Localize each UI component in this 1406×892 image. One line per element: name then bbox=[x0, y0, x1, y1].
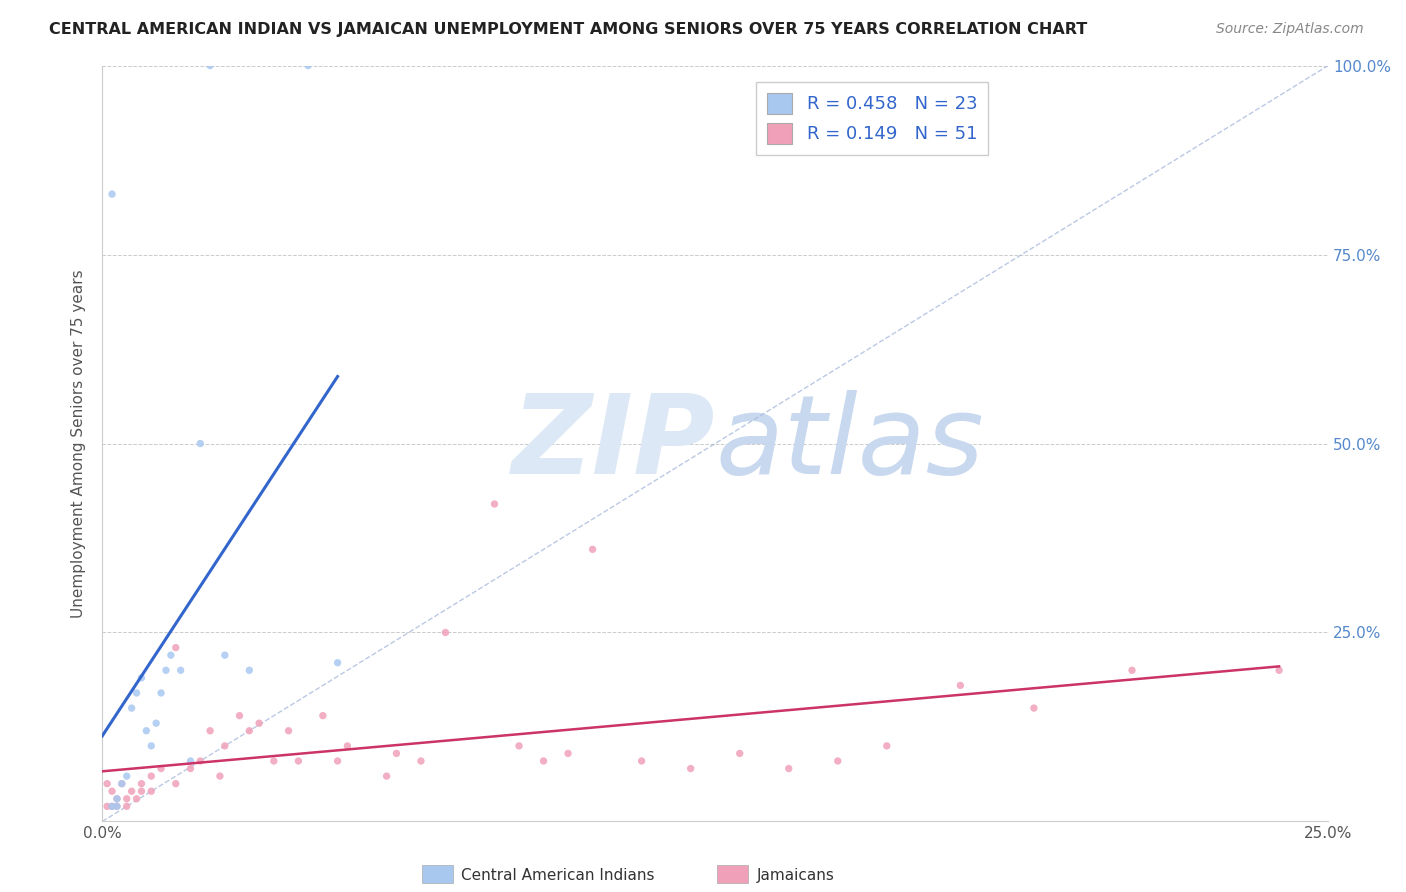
Point bbox=[533, 754, 555, 768]
Point bbox=[434, 625, 457, 640]
Point bbox=[141, 739, 163, 753]
Point bbox=[150, 762, 173, 776]
Point bbox=[228, 708, 250, 723]
Point bbox=[121, 701, 143, 715]
Point bbox=[188, 436, 211, 450]
Point bbox=[247, 716, 270, 731]
Point bbox=[115, 769, 138, 783]
Point bbox=[728, 747, 751, 761]
Point bbox=[179, 762, 201, 776]
Point bbox=[155, 663, 177, 677]
Point bbox=[326, 754, 349, 768]
Point bbox=[105, 791, 128, 805]
Point bbox=[214, 648, 236, 662]
Point bbox=[312, 708, 335, 723]
Point bbox=[630, 754, 652, 768]
Point bbox=[557, 747, 579, 761]
Point bbox=[121, 784, 143, 798]
Text: Central American Indians: Central American Indians bbox=[461, 868, 655, 882]
Point bbox=[336, 739, 359, 753]
Point bbox=[111, 777, 134, 791]
Point bbox=[160, 648, 183, 662]
Point bbox=[287, 754, 309, 768]
Point bbox=[484, 497, 506, 511]
Point bbox=[949, 678, 972, 692]
Point bbox=[115, 799, 138, 814]
Point bbox=[101, 187, 124, 202]
Point bbox=[105, 799, 128, 814]
Point bbox=[876, 739, 898, 753]
Point bbox=[101, 799, 124, 814]
Point bbox=[131, 784, 153, 798]
Text: ZIP: ZIP bbox=[512, 390, 716, 497]
Point bbox=[131, 671, 153, 685]
Point bbox=[101, 799, 124, 814]
Point bbox=[778, 762, 800, 776]
Point bbox=[1022, 701, 1045, 715]
Point bbox=[105, 799, 128, 814]
Point bbox=[188, 754, 211, 768]
Point bbox=[111, 777, 134, 791]
Point bbox=[198, 59, 221, 73]
Point bbox=[101, 784, 124, 798]
Point bbox=[135, 723, 157, 738]
Point bbox=[297, 59, 319, 73]
Point bbox=[150, 686, 173, 700]
Point bbox=[105, 791, 128, 805]
Point bbox=[125, 686, 148, 700]
Point bbox=[125, 791, 148, 805]
Y-axis label: Unemployment Among Seniors over 75 years: Unemployment Among Seniors over 75 years bbox=[72, 269, 86, 618]
Point bbox=[165, 640, 187, 655]
Point bbox=[141, 769, 163, 783]
Point bbox=[326, 656, 349, 670]
Point bbox=[385, 747, 408, 761]
Legend: R = 0.458   N = 23, R = 0.149   N = 51: R = 0.458 N = 23, R = 0.149 N = 51 bbox=[756, 82, 988, 154]
Point bbox=[375, 769, 398, 783]
Point bbox=[1121, 663, 1143, 677]
Point bbox=[208, 769, 231, 783]
Point bbox=[679, 762, 702, 776]
Point bbox=[165, 777, 187, 791]
Point bbox=[179, 754, 201, 768]
Point bbox=[277, 723, 299, 738]
Point bbox=[508, 739, 530, 753]
Point bbox=[581, 542, 603, 557]
Point bbox=[145, 716, 167, 731]
Point bbox=[214, 739, 236, 753]
Point bbox=[1268, 663, 1291, 677]
Point bbox=[131, 777, 153, 791]
Point bbox=[198, 723, 221, 738]
Point bbox=[238, 663, 260, 677]
Point bbox=[827, 754, 849, 768]
Point bbox=[409, 754, 432, 768]
Text: Jamaicans: Jamaicans bbox=[756, 868, 834, 882]
Point bbox=[170, 663, 193, 677]
Point bbox=[96, 799, 118, 814]
Point bbox=[96, 777, 118, 791]
Text: atlas: atlas bbox=[716, 390, 984, 497]
Point bbox=[238, 723, 260, 738]
Text: Source: ZipAtlas.com: Source: ZipAtlas.com bbox=[1216, 22, 1364, 37]
Point bbox=[141, 784, 163, 798]
Text: CENTRAL AMERICAN INDIAN VS JAMAICAN UNEMPLOYMENT AMONG SENIORS OVER 75 YEARS COR: CENTRAL AMERICAN INDIAN VS JAMAICAN UNEM… bbox=[49, 22, 1087, 37]
Point bbox=[115, 791, 138, 805]
Point bbox=[263, 754, 285, 768]
